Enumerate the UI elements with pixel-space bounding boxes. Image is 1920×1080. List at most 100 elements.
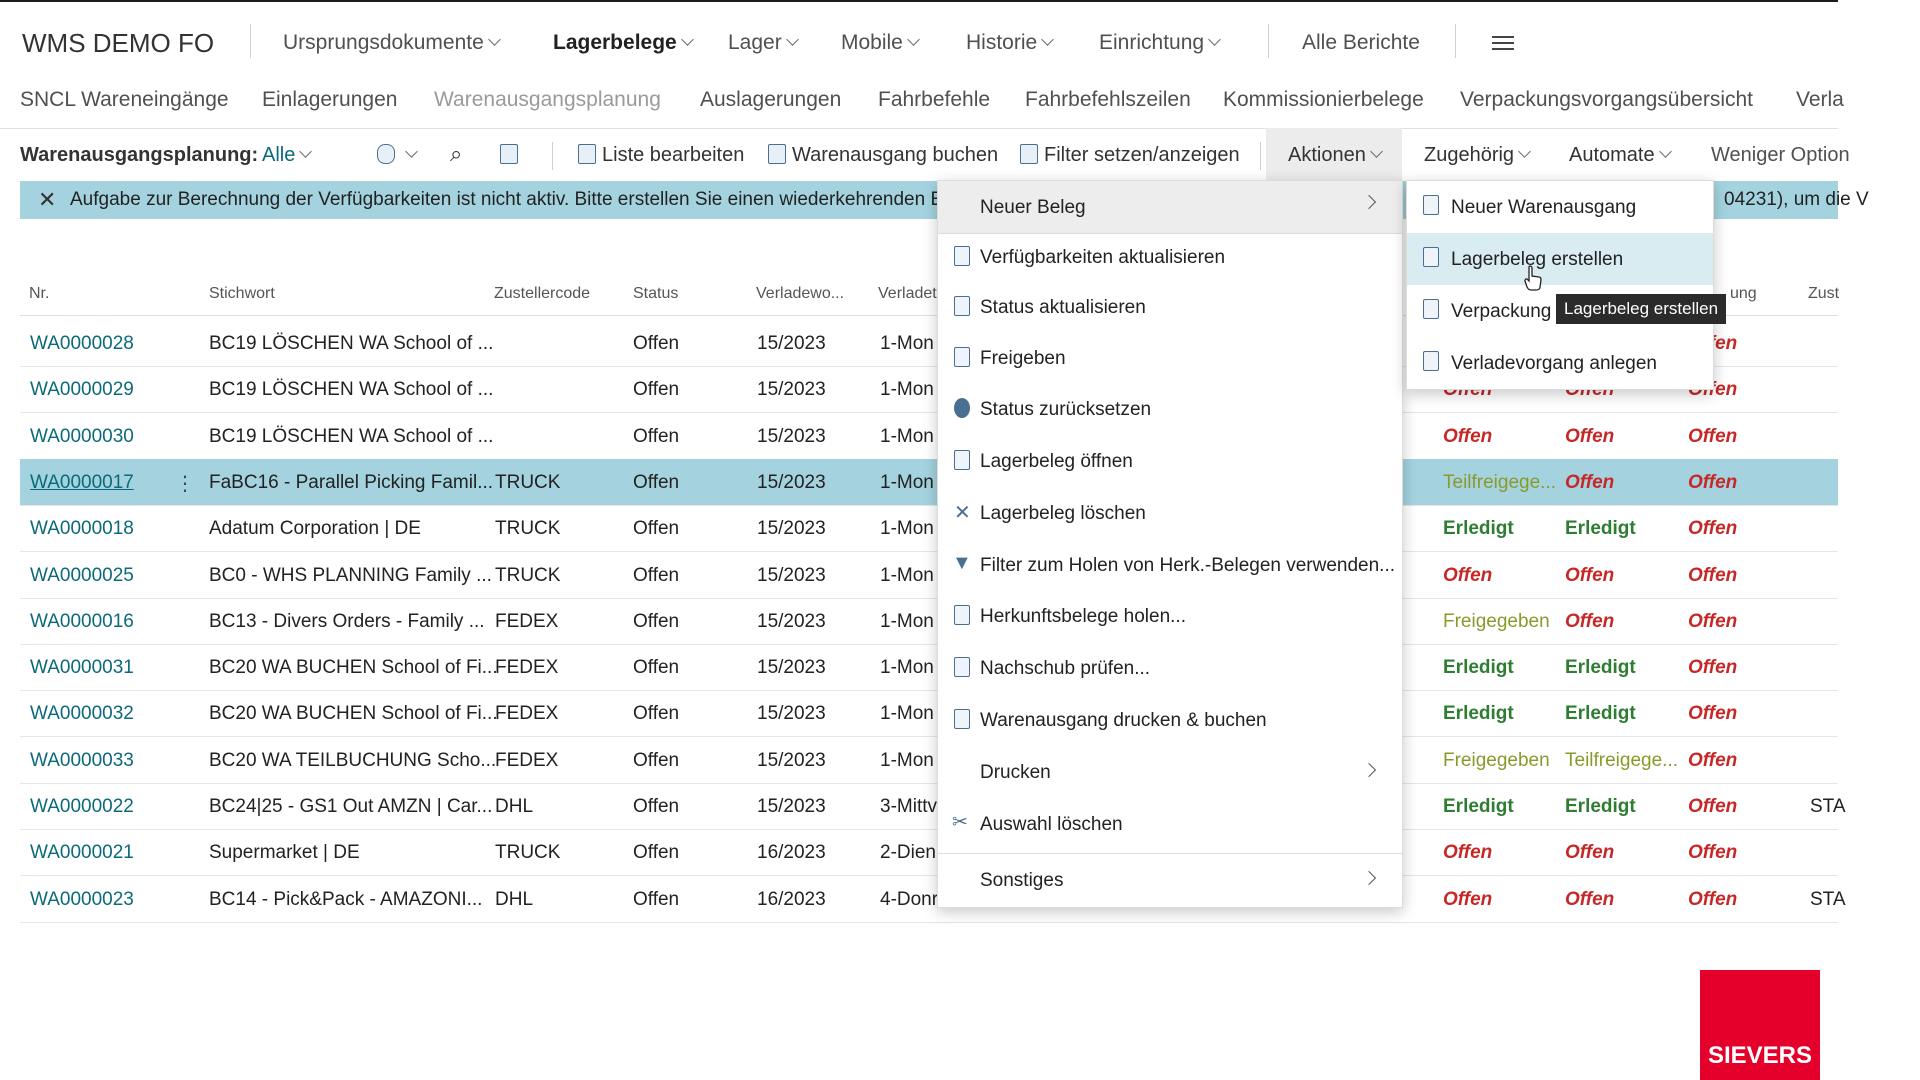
cell-status: Offen (633, 379, 680, 401)
cell-nr[interactable]: WA0000022 (30, 796, 134, 817)
menu-item-herkunftsbelege-holen[interactable]: Herkunftsbelege holen... (938, 593, 1402, 641)
table-row[interactable]: WA0000016 BC13 - Divers Orders - Family .… (20, 598, 1838, 645)
cell-status-3: Offen (1688, 749, 1738, 771)
menu-item-freigeben[interactable]: Freigeben (938, 335, 1402, 383)
cell-nr[interactable]: WA0000017 (30, 471, 134, 493)
filter-pane-icon[interactable] (377, 144, 418, 167)
cell-status-3: Offen (1688, 796, 1738, 817)
subnav-warenausgangsplanung[interactable]: Warenausgangsplanung (434, 88, 661, 111)
chevron-down-icon (1658, 145, 1672, 158)
search-icon[interactable]: ⌕ (450, 141, 463, 166)
subnav-fahrbefehlszeilen[interactable]: Fahrbefehlszeilen (1025, 88, 1191, 111)
filter-alle-dropdown[interactable]: Alle (262, 144, 313, 167)
create-document-icon (1423, 247, 1439, 267)
table-row[interactable]: WA0000028 BC19 LÖSCHEN WA School of ... Of… (20, 320, 1838, 367)
subnav-kommissionierbelege[interactable]: Kommissionierbelege (1223, 88, 1424, 111)
nav-einrichtung[interactable]: Einrichtung (1099, 31, 1221, 55)
cell-status-2: Erledigt (1565, 657, 1636, 679)
menu-item-drucken[interactable]: Drucken (938, 749, 1402, 797)
col-header-verladewoche[interactable]: Verladewo... (756, 285, 845, 302)
cell-nr[interactable]: WA0000016 (30, 610, 134, 632)
cell-verladetag: 2-Dien (880, 842, 936, 864)
weniger-optionen-button[interactable]: Weniger Option (1711, 144, 1850, 166)
col-header-zust[interactable]: Zust (1808, 285, 1840, 302)
table-row[interactable]: WA0000032 BC20 WA BUCHEN School of Fi... F… (20, 690, 1838, 738)
nav-alle-berichte[interactable]: Alle Berichte (1302, 31, 1420, 54)
page-label: Warenausgangsplanung: (20, 144, 259, 166)
cell-status-3: Offen (1688, 471, 1738, 493)
nav-mobile[interactable]: Mobile (841, 31, 920, 55)
menu-item-verfuegbarkeiten[interactable]: Verfügbarkeiten aktualisieren (938, 233, 1402, 282)
nav-ursprungsdokumente[interactable]: Ursprungsdokumente (283, 31, 501, 55)
cell-nr[interactable]: WA0000023 (30, 888, 134, 910)
col-header-verladetag[interactable]: Verladet (878, 285, 937, 302)
cell-nr[interactable]: WA0000021 (30, 842, 134, 864)
table-row[interactable]: WA0000017 FaBC16 - Parallel Picking Famil… (20, 458, 1838, 506)
subnav-verla[interactable]: Verla (1796, 88, 1844, 111)
close-icon[interactable]: ✕ (38, 187, 57, 212)
filter-setzen-button[interactable]: Filter setzen/anzeigen (1020, 144, 1240, 167)
cell-status-2: Teilfreigege... (1565, 749, 1679, 771)
subnav-wareneingaenge[interactable]: SNCL Wareneingänge (20, 88, 229, 111)
menu-item-neuer-beleg[interactable]: Neuer Beleg (938, 181, 1402, 233)
cell-nr[interactable]: WA0000025 (30, 564, 134, 586)
cell-stichwort: BC20 WA BUCHEN School of Fi... (209, 703, 498, 725)
table-row[interactable]: WA0000018 Adatum Corporation | DE TRUCK Off… (20, 505, 1838, 553)
col-header-nr[interactable]: Nr. (29, 285, 50, 302)
subnav-einlagerungen[interactable]: Einlagerungen (262, 88, 398, 111)
menu-item-status-zuruecksetzen[interactable]: Status zurücksetzen (938, 386, 1402, 434)
menu-item-status-aktualisieren[interactable]: Status aktualisieren (938, 284, 1402, 332)
col-header-status[interactable]: Status (633, 285, 679, 302)
cell-status-1: Offen (1443, 842, 1493, 864)
table-row[interactable]: WA0000025 BC0 - WHS PLANNING Family ... TR… (20, 552, 1838, 599)
table-row[interactable]: WA0000023 BC14 - Pick&Pack - AMAZONI... DH… (20, 876, 1846, 923)
liste-bearbeiten-button[interactable]: Liste bearbeiten (578, 144, 744, 167)
subnav-verpackungsvorgangsuebersicht[interactable]: Verpackungsvorgangsübersicht (1460, 88, 1754, 111)
menu-item-sonstiges[interactable]: Sonstiges (938, 853, 1402, 906)
subnav-fahrbefehle[interactable]: Fahrbefehle (878, 88, 991, 111)
nav-lagerbelege[interactable]: Lagerbelege (553, 31, 694, 55)
table-row[interactable]: WA0000031 BC20 WA BUCHEN School of Fi... F… (20, 644, 1838, 692)
layout-icon[interactable] (500, 144, 524, 167)
table-row[interactable]: WA0000033 BC20 WA TEILBUCHUNG Scho... FEDE… (20, 737, 1838, 784)
col-header-zustellercode[interactable]: Zustellercode (494, 285, 591, 302)
cell-verladetag: 4-Donr (880, 888, 939, 910)
app-name[interactable]: WMS DEMO FO (22, 28, 215, 58)
nav-lager[interactable]: Lager (728, 31, 799, 55)
cell-stichwort: BC20 WA BUCHEN School of Fi... (209, 657, 498, 679)
menu-item-auswahl-loeschen[interactable]: ✂ Auswahl löschen (952, 812, 1123, 835)
cell-verladewoche: 15/2023 (757, 657, 826, 679)
table-row[interactable]: WA0000022 BC24|25 - GS1 Out AMZN | Car...… (20, 783, 1846, 830)
zugehoerig-menu-button[interactable]: Zugehörig (1424, 144, 1531, 167)
table-row[interactable]: WA0000021 Supermarket | DE TRUCK Offen 16/20… (20, 829, 1838, 877)
cell-status-1: Teilfreigege... (1443, 471, 1557, 493)
menu-item-nachschub-pruefen[interactable]: Nachschub prüfen... (938, 645, 1402, 693)
cell-nr[interactable]: WA0000031 (30, 657, 134, 679)
delete-icon: ✕ (954, 502, 971, 524)
submenu-neuer-warenausgang[interactable]: Neuer Warenausgang (1407, 181, 1713, 233)
cell-nr[interactable]: WA0000030 (30, 425, 134, 447)
aktionen-menu-button[interactable]: Aktionen (1288, 144, 1383, 167)
cell-status: Offen (633, 796, 680, 817)
cell-nr[interactable]: WA0000029 (30, 379, 134, 401)
submenu-verladevorgang-anlegen[interactable]: Verladevorgang anlegen (1407, 337, 1713, 389)
col-header-ung[interactable]: ung (1730, 285, 1757, 302)
cell-nr[interactable]: WA0000018 (30, 518, 134, 540)
automate-menu-button[interactable]: Automate (1569, 144, 1672, 167)
cell-nr[interactable]: WA0000028 (30, 333, 134, 354)
nav-historie[interactable]: Historie (966, 31, 1055, 55)
menu-item-lagerbeleg-oeffnen[interactable]: Lagerbeleg öffnen (938, 438, 1402, 486)
row-menu-icon[interactable]: ⋮ (175, 472, 195, 495)
warenausgang-buchen-button[interactable]: Warenausgang buchen (768, 144, 998, 167)
cell-nr[interactable]: WA0000032 (30, 703, 134, 725)
submenu-verpackung[interactable]: Verpackung (1407, 285, 1713, 337)
table-row[interactable]: WA0000030 BC19 LÖSCHEN WA School of ... Of… (20, 413, 1838, 460)
menu-item-lagerbeleg-loeschen[interactable]: ✕ Lagerbeleg löschen (954, 502, 1146, 524)
menu-item-filter-herkunft[interactable]: ▼ Filter zum Holen von Herk.-Belegen verw… (952, 552, 1396, 576)
cell-nr[interactable]: WA0000033 (30, 749, 134, 771)
subnav-auslagerungen[interactable]: Auslagerungen (700, 88, 842, 111)
menu-item-drucken-buchen[interactable]: Warenausgang drucken & buchen (938, 697, 1402, 745)
submenu-lagerbeleg-erstellen[interactable]: Lagerbeleg erstellen (1407, 233, 1713, 285)
hamburger-menu-icon[interactable] (1492, 36, 1514, 50)
col-header-stichwort[interactable]: Stichwort (209, 285, 275, 302)
